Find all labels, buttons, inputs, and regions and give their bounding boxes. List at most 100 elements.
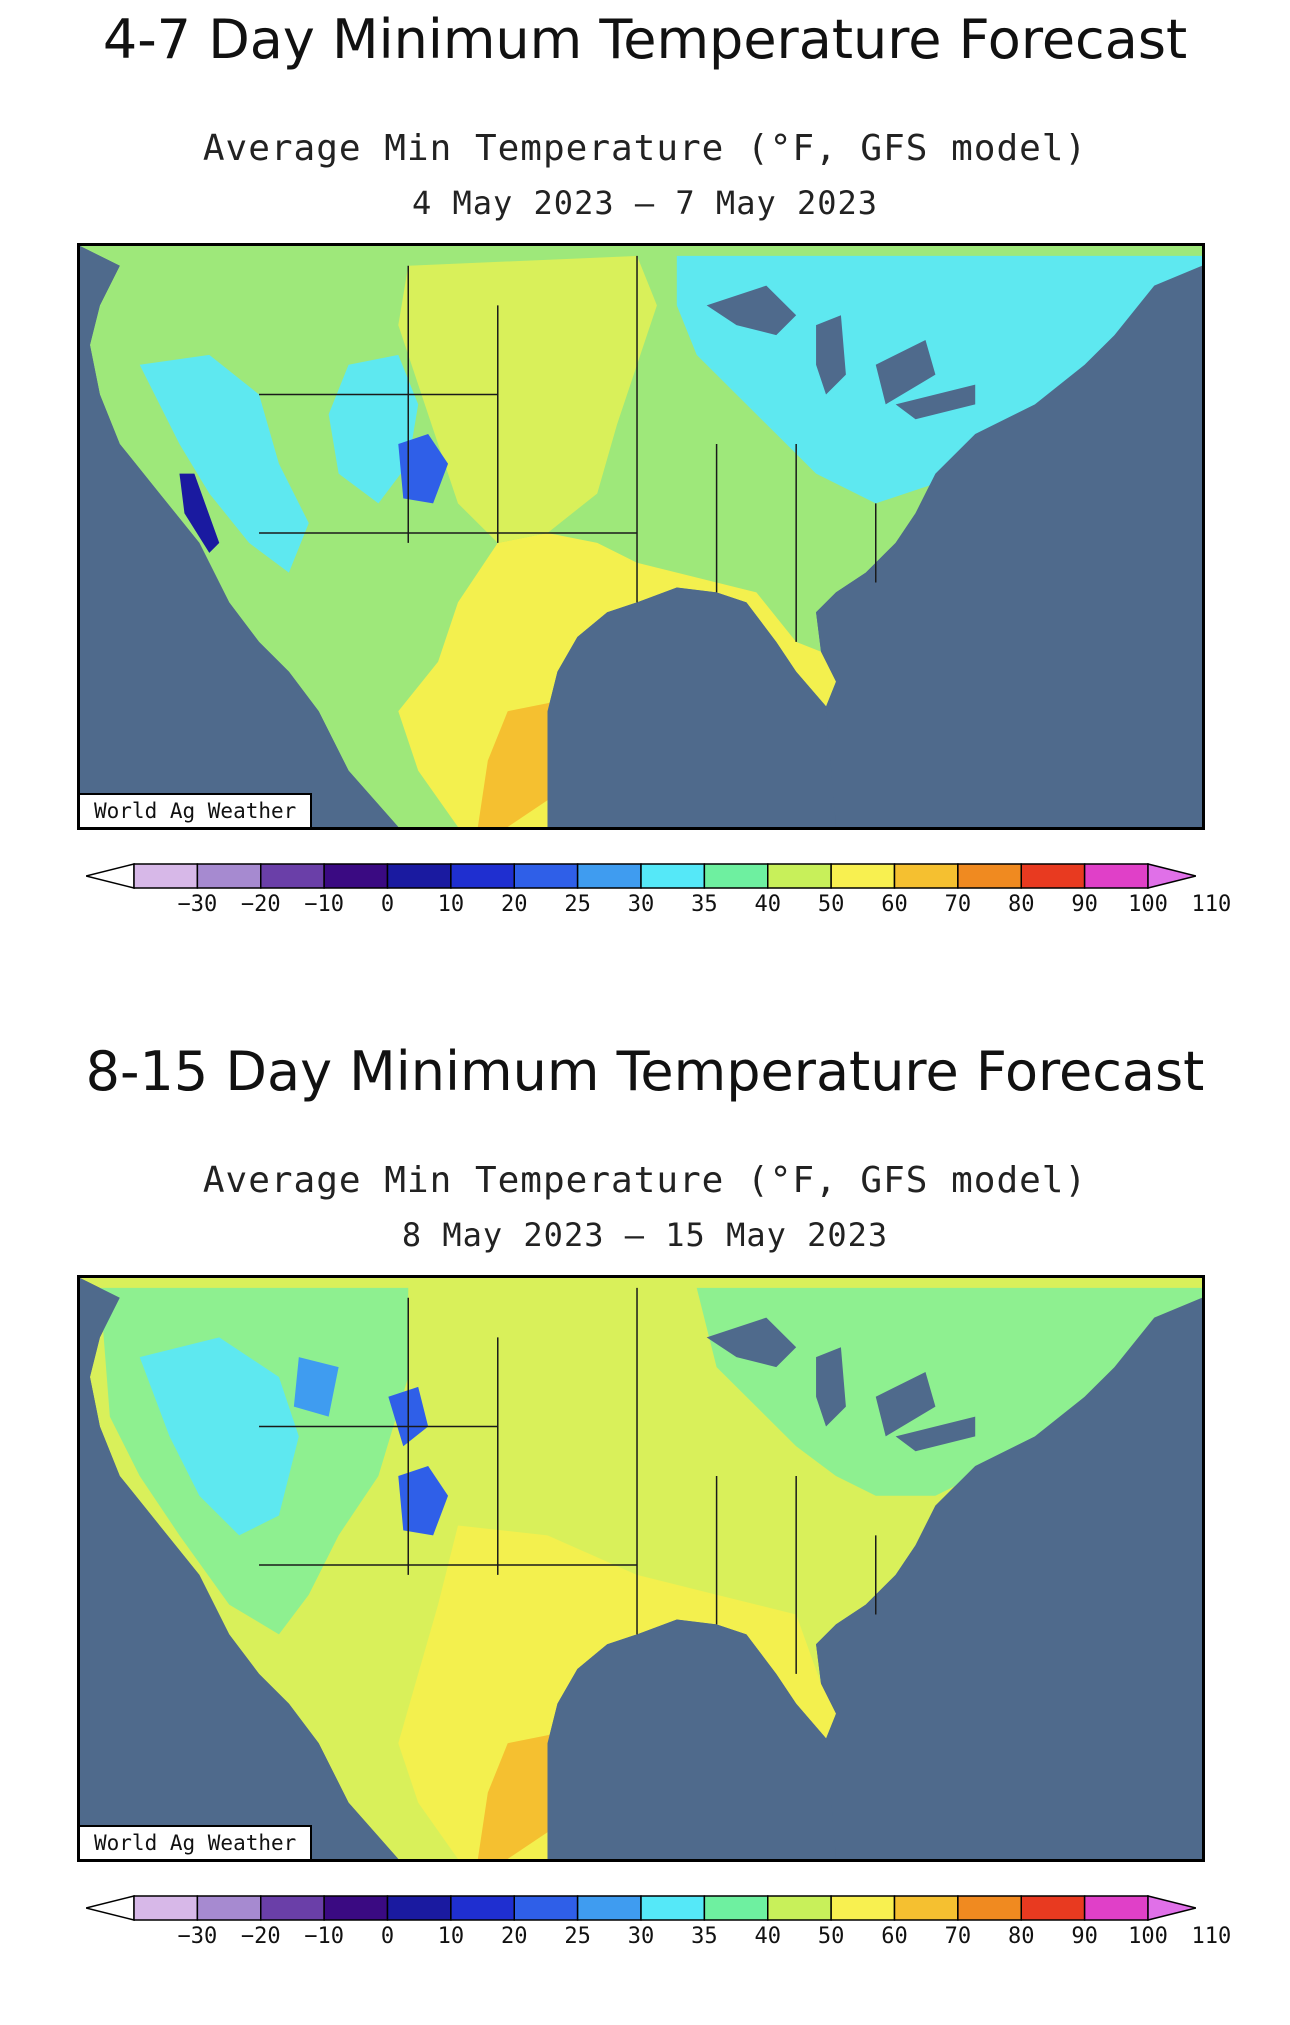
colorbar-tick-label: 30 bbox=[627, 1924, 655, 1949]
colorbar-tick-label: 110 bbox=[1191, 1924, 1232, 1949]
cold-spot-rockies bbox=[388, 1386, 449, 1536]
colorbar-swatch bbox=[260, 1895, 325, 1921]
forecast-panel-4-7-day: 4-7 Day Minimum Temperature Forecast Ave… bbox=[0, 0, 1290, 993]
great-lakes bbox=[706, 1317, 976, 1452]
colorbar-tick-label: 80 bbox=[1008, 1924, 1035, 1949]
colorbar-tick-label: −20 bbox=[240, 892, 281, 917]
colorbar-swatch bbox=[196, 863, 262, 889]
colorbar-swatch bbox=[703, 1895, 769, 1921]
warm-region-texas bbox=[477, 701, 558, 827]
colorbar-swatch bbox=[957, 863, 1022, 889]
colorbar-swatch bbox=[1083, 863, 1149, 889]
plains-region bbox=[398, 255, 657, 543]
colorbar-tick-label: −30 bbox=[177, 892, 218, 917]
colorbar-tick-label: 60 bbox=[881, 1924, 908, 1949]
colorbar-swatch bbox=[767, 1895, 832, 1921]
colorbar-tick-label: 20 bbox=[501, 1924, 528, 1949]
colorbar-swatch bbox=[386, 863, 452, 889]
map-subtitle: Average Min Temperature (°F, GFS model) bbox=[202, 128, 1088, 169]
pacific-ocean bbox=[80, 1278, 399, 1859]
colorbar-swatch bbox=[133, 1895, 199, 1921]
colorbar-tick-label: 10 bbox=[437, 892, 465, 917]
map-date-range: 4 May 2023 – 7 May 2023 bbox=[411, 184, 879, 222]
colorbar-tick-label: 60 bbox=[881, 892, 908, 917]
colorbar-tick-label: 100 bbox=[1128, 892, 1168, 917]
colorbar-tick-label: −30 bbox=[177, 1924, 218, 1949]
colorbar-tick-label: 50 bbox=[817, 892, 845, 917]
colorbar-swatch bbox=[1020, 1895, 1086, 1921]
colorbar-swatch bbox=[196, 1895, 262, 1921]
cold-spot-sierra bbox=[179, 473, 220, 553]
pacific-ocean bbox=[80, 246, 399, 827]
colorbar bbox=[86, 862, 1196, 890]
colorbar-swatch bbox=[830, 1895, 896, 1921]
map-graphic bbox=[80, 1278, 1202, 1859]
colorbar-graphic bbox=[86, 1895, 1196, 1921]
colorbar-swatch bbox=[703, 863, 769, 889]
colorbar-tick-label: 100 bbox=[1128, 1924, 1168, 1949]
colorbar-low-arrow bbox=[86, 863, 135, 889]
colorbar-labels: −30 −20 −10 0 10 20 25 30 35 40 50 60 70 80 90 100 110 bbox=[0, 1924, 1290, 1960]
colorbar-tick-label: 90 bbox=[1071, 892, 1098, 917]
cold-spot-rockies-north bbox=[293, 1357, 339, 1417]
colorbar-swatch bbox=[640, 1895, 706, 1921]
colorbar-tick-label: 110 bbox=[1191, 892, 1232, 917]
colorbar-swatch bbox=[1083, 1895, 1149, 1921]
colorbar-swatch bbox=[323, 863, 389, 889]
colorbar-swatch bbox=[260, 863, 325, 889]
cool-region-northeast bbox=[676, 255, 1202, 504]
map-graphic bbox=[80, 246, 1202, 827]
colorbar-low-arrow bbox=[86, 1895, 135, 1921]
colorbar-tick-label: 35 bbox=[691, 1924, 718, 1949]
atlantic-ocean bbox=[816, 265, 1202, 827]
great-lakes bbox=[706, 285, 976, 420]
colorbar-tick-label: 0 bbox=[380, 1924, 395, 1949]
gulf-of-mexico bbox=[547, 587, 836, 827]
colorbar-swatch bbox=[450, 863, 515, 889]
colorbar-tick-label: 90 bbox=[1071, 1924, 1098, 1949]
map-subtitle: Average Min Temperature (°F, GFS model) bbox=[202, 1160, 1088, 1201]
map-date-range: 8 May 2023 – 15 May 2023 bbox=[401, 1216, 889, 1254]
colorbar-high-arrow bbox=[1147, 863, 1196, 889]
colorbar-tick-label: 20 bbox=[501, 892, 528, 917]
colorbar-swatch bbox=[830, 863, 896, 889]
state-borders bbox=[259, 1287, 877, 1674]
colorbar-swatch bbox=[513, 863, 579, 889]
colorbar-swatch bbox=[576, 1895, 642, 1921]
colorbar-swatch bbox=[386, 1895, 452, 1921]
colorbar-tick-label: 10 bbox=[437, 1924, 465, 1949]
colorbar-swatch bbox=[767, 863, 832, 889]
temperature-map: World Ag Weather bbox=[77, 1275, 1205, 1862]
colorbar-tick-label: 40 bbox=[754, 1924, 782, 1949]
colorbar-tick-label: 80 bbox=[1008, 892, 1035, 917]
panel-title: 4-7 Day Minimum Temperature Forecast bbox=[102, 8, 1188, 71]
colorbar-swatch bbox=[323, 1895, 389, 1921]
temperature-map: World Ag Weather bbox=[77, 243, 1205, 830]
colorbar-swatch bbox=[957, 1895, 1022, 1921]
map-credit: World Ag Weather bbox=[80, 1825, 313, 1859]
panel-title: 8-15 Day Minimum Temperature Forecast bbox=[85, 1040, 1205, 1103]
cool-region-rockies bbox=[328, 354, 419, 504]
forecast-panel-8-15-day: 8-15 Day Minimum Temperature Forecast Av… bbox=[0, 1032, 1290, 2025]
cool-region-northeast bbox=[696, 1287, 1202, 1496]
colorbar-tick-label: 70 bbox=[944, 1924, 972, 1949]
colorbar-tick-label: 25 bbox=[564, 1924, 591, 1949]
colorbar-swatch bbox=[450, 1895, 515, 1921]
colorbar-tick-label: 30 bbox=[627, 892, 655, 917]
colorbar-tick-label: 70 bbox=[944, 892, 972, 917]
colorbar-swatch bbox=[893, 863, 959, 889]
colorbar-swatch bbox=[576, 863, 642, 889]
colorbar-tick-label: −10 bbox=[304, 892, 344, 917]
cool-region-west-cyan bbox=[139, 1337, 299, 1536]
cool-region-west bbox=[139, 354, 309, 573]
colorbar-labels: −30 −20 −10 0 10 20 25 30 35 40 50 60 70 80 90 100 110 bbox=[0, 892, 1290, 928]
colorbar-tick-label: −20 bbox=[240, 1924, 281, 1949]
state-borders bbox=[259, 255, 877, 642]
colorbar-swatch bbox=[893, 1895, 959, 1921]
colorbar-graphic bbox=[86, 863, 1196, 889]
cold-spot-rockies bbox=[398, 434, 449, 504]
colorbar bbox=[86, 1894, 1196, 1922]
colorbar-tick-label: 40 bbox=[754, 892, 782, 917]
colorbar-tick-label: 25 bbox=[564, 892, 591, 917]
colorbar-high-arrow bbox=[1147, 1895, 1196, 1921]
